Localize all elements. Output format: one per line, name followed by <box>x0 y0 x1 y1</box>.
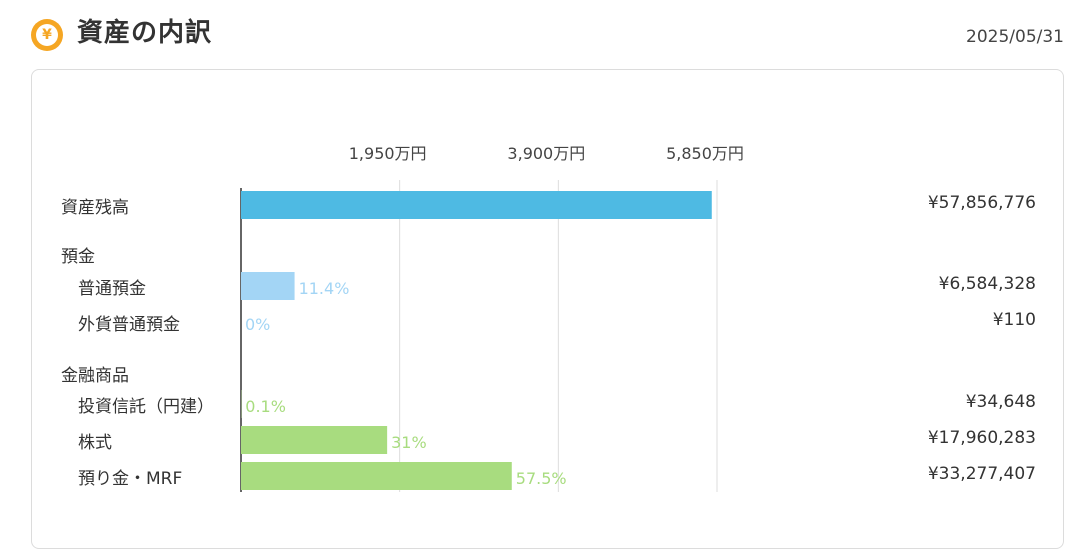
row-amount: ¥33,277,407 <box>928 464 1036 484</box>
bar <box>241 462 512 490</box>
row-amount: ¥17,960,283 <box>928 428 1036 448</box>
row-label: 資産残高 <box>61 193 129 218</box>
row-label: 株式 <box>78 428 112 453</box>
bar <box>241 426 387 454</box>
row-amount: ¥57,856,776 <box>928 193 1036 213</box>
row-amount: ¥110 <box>993 310 1036 330</box>
bar <box>241 191 712 219</box>
x-tick-label: 1,950万円 <box>349 144 427 163</box>
row-amount: ¥6,584,328 <box>939 274 1036 294</box>
group-label: 預金 <box>61 242 95 267</box>
row-label: 外貨普通預金 <box>78 310 180 335</box>
x-tick-label: 5,850万円 <box>666 144 744 163</box>
row-amount: ¥34,648 <box>966 392 1036 412</box>
asset-breakdown-chart: 1,950万円 3,900万円 5,850万円 11.4% 0% 0.1% 31% 57.5% <box>0 0 1084 532</box>
percent-label: 0% <box>245 315 270 334</box>
percent-label: 31% <box>391 433 427 452</box>
percent-label: 0.1% <box>245 397 286 416</box>
percent-label: 11.4% <box>299 279 350 298</box>
x-tick-label: 3,900万円 <box>507 144 585 163</box>
group-label: 金融商品 <box>61 361 129 386</box>
row-label: 預り金・MRF <box>78 464 182 489</box>
row-label: 投資信託（円建） <box>78 392 214 417</box>
row-label: 普通預金 <box>78 274 146 299</box>
bar <box>241 272 295 300</box>
percent-label: 57.5% <box>516 469 567 488</box>
